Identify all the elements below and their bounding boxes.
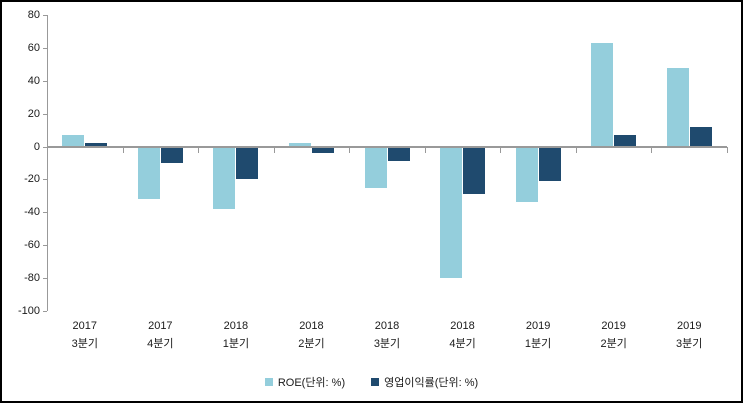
x-label-year: 2017	[148, 320, 173, 332]
y-tick-mark-80	[43, 15, 47, 16]
x-label-2018-q2: 2018 2분기	[274, 319, 350, 351]
y-tick-label--80: -80	[24, 272, 40, 285]
x-tick-mark-4	[349, 146, 351, 153]
bar-roe-2018-q1	[213, 146, 236, 210]
x-tick-mark-2	[198, 146, 200, 153]
legend-item-opm: 영업이익률(단위: %)	[371, 374, 478, 390]
legend-item-roe: ROE(단위: %)	[264, 374, 346, 390]
x-label-2018-q4: 2018 4분기	[425, 319, 501, 351]
roe-legend-label: ROE(단위: %)	[277, 377, 346, 389]
y-tick-label--40: -40	[24, 206, 40, 219]
x-label-quarter: 3분기	[71, 338, 98, 350]
x-label-quarter: 1분기	[524, 338, 552, 350]
x-label-year: 2018	[299, 320, 324, 332]
x-label-quarter: 2분기	[600, 338, 627, 350]
x-label-quarter: 4분기	[449, 338, 476, 350]
opm-legend-swatch-icon	[371, 378, 380, 386]
bar-roe-2017-q4	[137, 146, 160, 200]
bar-opm-2019-q3	[689, 126, 712, 147]
x-tick-mark-6	[500, 146, 502, 153]
y-tick-label-60: 60	[27, 41, 40, 54]
y-tick-label-40: 40	[27, 74, 40, 87]
bar-roe-2018-q3	[364, 146, 387, 188]
y-tick-label-0: 0	[33, 140, 40, 153]
y-tick-label--20: -20	[24, 173, 40, 186]
y-tick-mark-0	[43, 146, 47, 148]
y-tick-label--60: -60	[24, 239, 40, 252]
y-tick-label--100: -100	[17, 305, 40, 317]
bar-opm-2019-q2	[614, 135, 637, 147]
bar-roe-2019-q1	[515, 146, 538, 203]
x-label-year: 2019	[525, 320, 551, 332]
y-tick-mark--60	[43, 245, 47, 247]
x-label-2019-q3: 2019 3분기	[651, 319, 727, 351]
x-label-2018-q1: 2018 1분기	[198, 319, 274, 351]
x-label-2019-q1: 2019 1분기	[500, 319, 576, 351]
x-label-year: 2019	[601, 320, 626, 332]
x-label-2017-q3: 2017 3분기	[47, 319, 123, 351]
bar-roe-2017-q3	[62, 135, 85, 147]
x-tick-mark-8	[651, 146, 653, 153]
x-tick-mark-3	[273, 146, 275, 153]
x-label-year: 2018	[374, 320, 400, 332]
x-label-quarter: 4분기	[147, 338, 174, 350]
x-label-year: 2018	[223, 320, 249, 332]
x-tick-mark-9	[727, 146, 728, 153]
opm-legend-label: 영업이익률(단위: %)	[384, 377, 479, 389]
bar-roe-2018-q4	[440, 146, 463, 279]
roe-legend-swatch-icon	[264, 378, 273, 386]
x-label-quarter: 2분기	[298, 338, 325, 350]
y-tick-mark--80	[43, 278, 47, 280]
x-label-quarter: 1분기	[222, 338, 250, 350]
x-label-2017-q4: 2017 4분기	[123, 319, 199, 351]
bar-opm-2018-q4	[463, 146, 486, 195]
y-tick-label-80: 80	[27, 9, 40, 21]
x-tick-mark-5	[424, 146, 426, 153]
x-axis-zero-line	[47, 145, 727, 148]
x-tick-mark-1	[122, 146, 124, 153]
bar-opm-2017-q3	[85, 143, 108, 147]
bar-opm-2018-q2	[311, 146, 334, 154]
y-tick-mark--40	[43, 212, 47, 214]
x-tick-mark-7	[575, 146, 577, 153]
bar-opm-2018-q1	[236, 146, 259, 180]
y-tick-mark-60	[43, 47, 47, 49]
bar-opm-2018-q3	[387, 146, 410, 162]
x-label-2018-q3: 2018 3분기	[349, 319, 425, 351]
x-label-year: 2019	[676, 320, 702, 332]
y-tick-mark-40	[43, 80, 47, 82]
bar-roe-2018-q2	[288, 143, 311, 147]
y-tick-mark--100	[43, 311, 47, 312]
x-label-quarter: 3분기	[373, 338, 401, 350]
x-label-year: 2018	[450, 320, 475, 332]
x-label-quarter: 3분기	[676, 338, 703, 350]
y-tick-mark--20	[43, 179, 47, 181]
bar-roe-2019-q2	[591, 42, 614, 147]
y-tick-mark-20	[43, 113, 47, 115]
legend: ROE(단위: %) 영업이익률(단위: %)	[2, 374, 741, 390]
y-axis-line	[47, 15, 48, 311]
x-label-2019-q2: 2019 2분기	[576, 319, 652, 351]
bar-roe-2019-q3	[666, 67, 689, 147]
bar-opm-2019-q1	[538, 146, 561, 182]
x-label-year: 2017	[72, 320, 98, 332]
bar-opm-2017-q4	[160, 146, 183, 163]
y-tick-label-20: 20	[27, 107, 40, 120]
